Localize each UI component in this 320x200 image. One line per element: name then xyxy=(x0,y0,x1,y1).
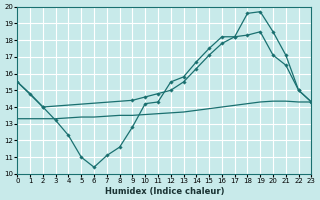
X-axis label: Humidex (Indice chaleur): Humidex (Indice chaleur) xyxy=(105,187,224,196)
